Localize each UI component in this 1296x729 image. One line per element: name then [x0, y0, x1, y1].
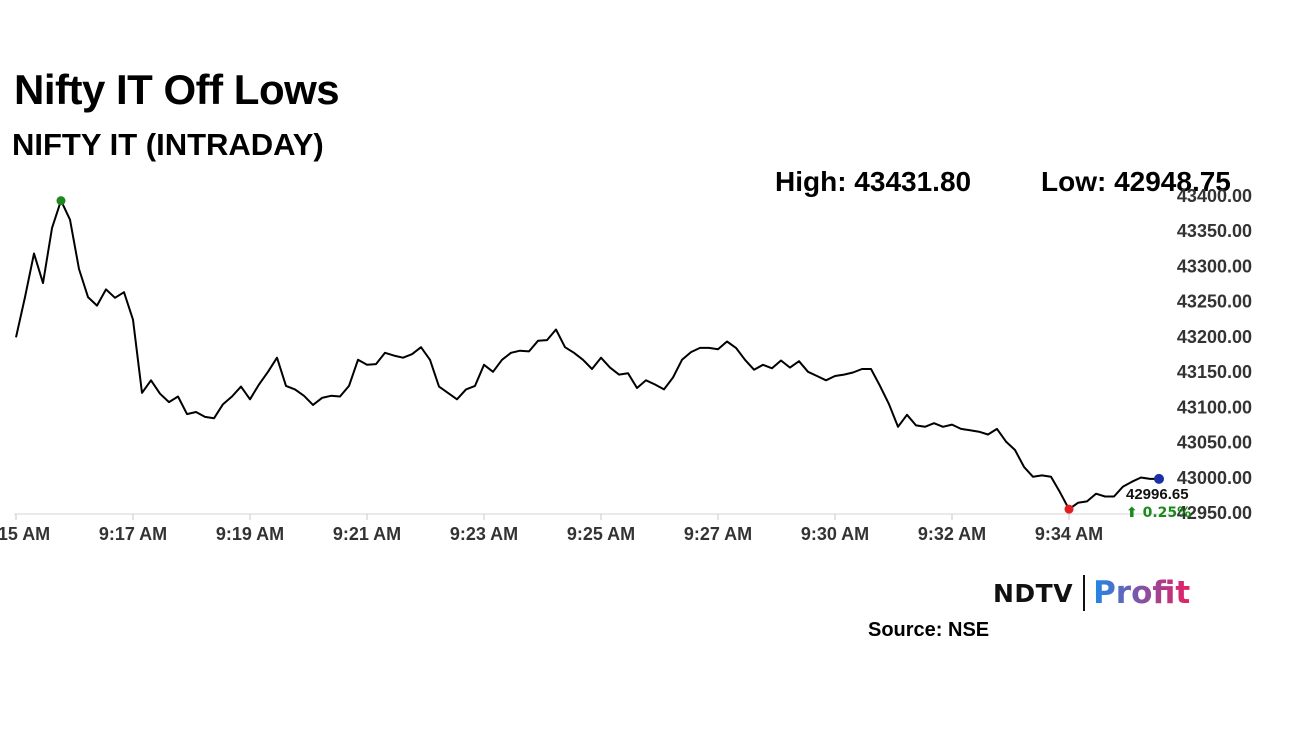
x-tick-label: 9:17 AM — [99, 524, 167, 544]
y-tick-label: 43200.00 — [1177, 327, 1252, 347]
x-tick-label: 9:27 AM — [684, 524, 752, 544]
day-low-label: Low: 42948.75 — [1041, 166, 1231, 197]
y-axis: 43400.00 43350.00 43300.00 43250.00 43200.00… — [1177, 186, 1252, 523]
x-tick-label: 9:30 AM — [801, 524, 869, 544]
x-tick-label: 9:34 AM — [1035, 524, 1103, 544]
x-tick-label: 9:32 AM — [918, 524, 986, 544]
ndtv-profit-logo: NDTV Profit — [993, 572, 1190, 614]
y-tick-label: 43350.00 — [1177, 221, 1252, 241]
x-tick-label: 9:25 AM — [567, 524, 635, 544]
chart-subtitle: NIFTY IT (INTRADAY) — [12, 127, 324, 162]
y-tick-label: 42950.00 — [1177, 503, 1252, 523]
x-tick-label: 9:23 AM — [450, 524, 518, 544]
y-tick-label: 43050.00 — [1177, 433, 1252, 453]
price-series-line — [15, 199, 1159, 511]
change-percent-label: ⬆ 0.25% — [1126, 505, 1191, 521]
source-note: Source: NSE — [868, 619, 990, 641]
last-value-label: 42996.65 — [1126, 486, 1189, 503]
y-tick-label: 43000.00 — [1177, 468, 1252, 488]
low-point-marker — [1064, 504, 1074, 514]
x-tick-label: 9:15 AM — [0, 524, 50, 544]
y-tick-label: 43300.00 — [1177, 256, 1252, 276]
profit-wordmark: Profit — [1093, 575, 1191, 611]
x-tick-label: 9:21 AM — [333, 524, 401, 544]
plot-area: 42996.65 ⬆ 0.25% — [15, 196, 1191, 521]
x-tick-label: 9:19 AM — [216, 524, 284, 544]
y-tick-label: 43400.00 — [1177, 186, 1252, 206]
last-point-marker — [1154, 473, 1164, 484]
ndtv-wordmark: NDTV — [993, 578, 1074, 608]
y-tick-label: 43150.00 — [1177, 362, 1252, 382]
logo-divider — [1083, 575, 1086, 611]
chart-title: Nifty IT Off Lows — [14, 66, 340, 113]
high-point-marker — [56, 196, 66, 206]
y-tick-label: 43100.00 — [1177, 397, 1252, 417]
x-axis: 9:15 AM 9:17 AM 9:19 AM 9:21 AM 9:23 AM 9:25 … — [0, 513, 1196, 544]
y-tick-label: 43250.00 — [1177, 292, 1252, 312]
day-high-label: High: 43431.80 — [775, 166, 972, 197]
